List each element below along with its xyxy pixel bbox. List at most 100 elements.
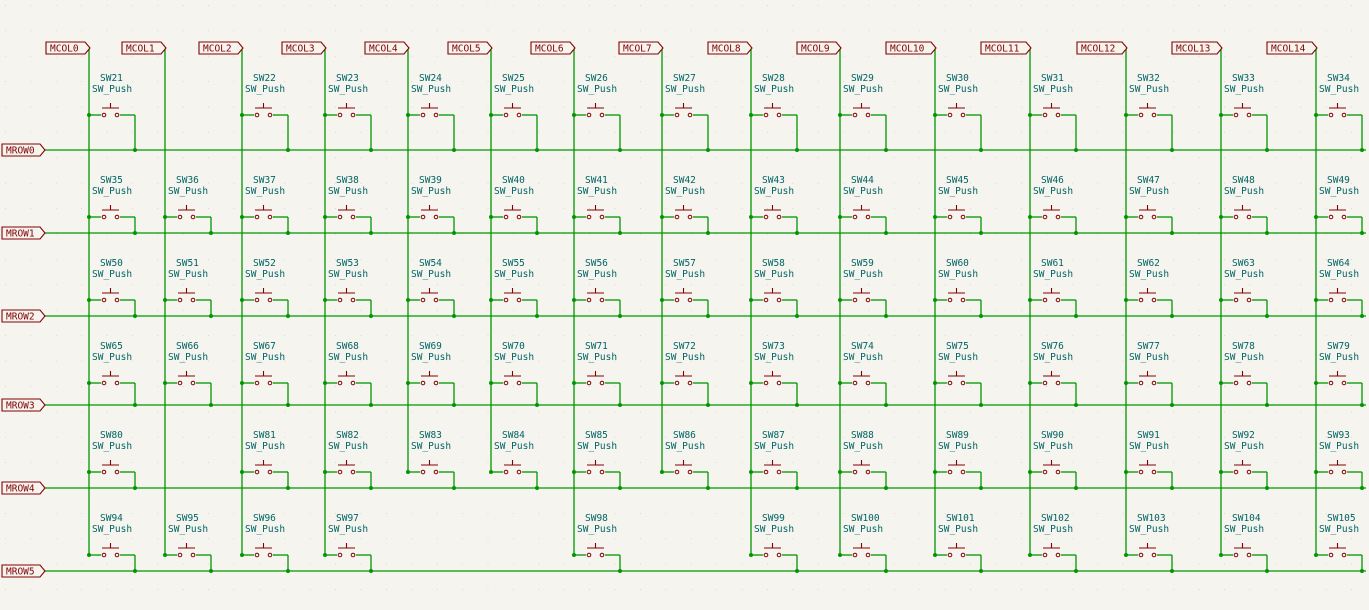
- switch-value: SW_Push: [938, 441, 978, 452]
- switch-value: SW_Push: [92, 441, 132, 452]
- switch-value: SW_Push: [577, 524, 617, 535]
- column-label-text: MCOL8: [712, 44, 741, 55]
- switch-ref: SW34: [1327, 73, 1350, 84]
- switch-ref: SW71: [585, 341, 608, 352]
- switch-value: SW_Push: [411, 441, 451, 452]
- switch-value: SW_Push: [577, 441, 617, 452]
- column-label-text: MCOL3: [286, 44, 315, 55]
- switch-ref: SW51: [176, 258, 199, 269]
- switch-ref: SW86: [673, 430, 696, 441]
- switch-value: SW_Push: [843, 84, 883, 95]
- row-label-mrow1: MROW1: [1, 226, 46, 240]
- row-label-mrow5: MROW5: [1, 564, 46, 578]
- switch-ref: SW88: [851, 430, 874, 441]
- switch-value: SW_Push: [754, 352, 794, 363]
- switch-ref: SW57: [673, 258, 696, 269]
- row-label-text: MROW5: [6, 567, 35, 578]
- switch-ref: SW32: [1137, 73, 1160, 84]
- switch-value: SW_Push: [1319, 269, 1359, 280]
- switch-ref: SW22: [253, 73, 276, 84]
- switch-ref: SW76: [1041, 341, 1064, 352]
- row-label-mrow4: MROW4: [1, 481, 46, 495]
- switch-ref: SW62: [1137, 258, 1160, 269]
- switch-ref: SW99: [762, 513, 785, 524]
- switch-value: SW_Push: [754, 269, 794, 280]
- switch-ref: SW82: [336, 430, 359, 441]
- switch-ref: SW60: [946, 258, 969, 269]
- switch-value: SW_Push: [245, 352, 285, 363]
- row-label-mrow2: MROW2: [1, 309, 46, 323]
- switch-ref: SW103: [1137, 513, 1166, 524]
- switch-value: SW_Push: [843, 524, 883, 535]
- switch-value: SW_Push: [411, 269, 451, 280]
- switch-value: SW_Push: [938, 186, 978, 197]
- switch-ref: SW46: [1041, 175, 1064, 186]
- switch-ref: SW30: [946, 73, 969, 84]
- switch-value: SW_Push: [245, 524, 285, 535]
- switch-ref: SW31: [1041, 73, 1064, 84]
- switch-value: SW_Push: [1224, 441, 1264, 452]
- switch-value: SW_Push: [1224, 269, 1264, 280]
- switch-value: SW_Push: [1224, 84, 1264, 95]
- switch-value: SW_Push: [938, 84, 978, 95]
- switch-ref: SW64: [1327, 258, 1350, 269]
- switch-value: SW_Push: [1033, 269, 1073, 280]
- switch-value: SW_Push: [1129, 269, 1169, 280]
- switch-ref: SW102: [1041, 513, 1070, 524]
- switch-ref: SW81: [253, 430, 276, 441]
- switch-value: SW_Push: [843, 186, 883, 197]
- switch-value: SW_Push: [665, 441, 705, 452]
- switch-value: SW_Push: [1033, 352, 1073, 363]
- switch-ref: SW41: [585, 175, 608, 186]
- switch-ref: SW45: [946, 175, 969, 186]
- net-labels: MROW0 MROW1 MROW2 MROW3 MROW4 MROW5 MCOL0 MCOL1…: [1, 41, 1318, 578]
- switch-ref: SW35: [100, 175, 123, 186]
- column-label-mcol12: MCOL12: [1076, 41, 1128, 55]
- switch-value: SW_Push: [328, 186, 368, 197]
- column-label-text: MCOL2: [203, 44, 232, 55]
- switch-ref: SW72: [673, 341, 696, 352]
- switch-value: SW_Push: [1129, 84, 1169, 95]
- switch-ref: SW24: [419, 73, 442, 84]
- switch-ref: SW59: [851, 258, 874, 269]
- switch-value: SW_Push: [168, 524, 208, 535]
- switch-ref: SW53: [336, 258, 359, 269]
- switch-ref: SW54: [419, 258, 442, 269]
- switch-ref: SW97: [336, 513, 359, 524]
- column-label-text: MCOL12: [1081, 44, 1115, 55]
- switch-ref: SW29: [851, 73, 874, 84]
- switches: SW21SW_PushSW22SW_PushSW23SW_PushSW24SW_…: [87, 73, 1364, 573]
- column-label-text: MCOL6: [535, 44, 564, 55]
- column-label-text: MCOL13: [1176, 44, 1210, 55]
- column-label-mcol0: MCOL0: [45, 41, 91, 55]
- switch-value: SW_Push: [328, 84, 368, 95]
- switch-value: SW_Push: [411, 352, 451, 363]
- switch-ref: SW78: [1232, 341, 1255, 352]
- column-label-text: MCOL10: [890, 44, 925, 55]
- switch-value: SW_Push: [411, 84, 451, 95]
- switch-ref: SW33: [1232, 73, 1255, 84]
